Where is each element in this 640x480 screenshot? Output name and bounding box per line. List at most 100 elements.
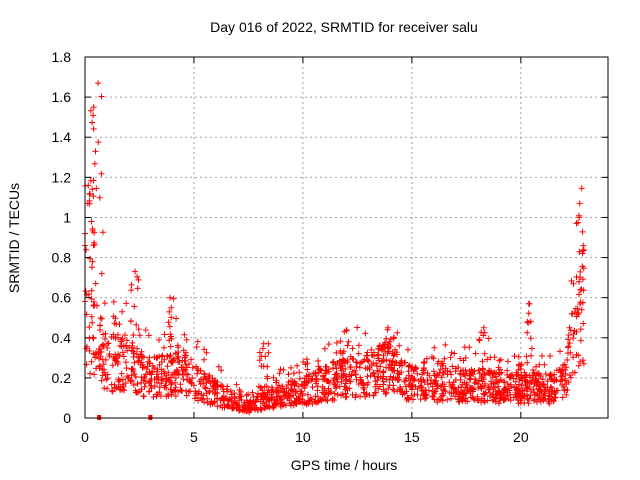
data-point — [302, 375, 308, 382]
data-point — [334, 391, 341, 398]
data-point — [262, 353, 269, 360]
data-point — [331, 390, 338, 397]
data-point — [395, 370, 402, 377]
data-point — [233, 381, 240, 388]
data-point — [206, 389, 213, 396]
data-point — [448, 349, 455, 356]
data-point — [578, 185, 585, 192]
data-point — [390, 335, 397, 342]
data-point — [368, 352, 375, 359]
data-point — [576, 214, 583, 221]
data-point — [315, 369, 322, 376]
data-point — [285, 381, 292, 388]
data-point — [119, 335, 126, 342]
data-point — [86, 190, 93, 197]
data-point — [524, 380, 531, 386]
data-point — [575, 352, 582, 359]
data-point — [550, 398, 557, 405]
data-point — [90, 104, 97, 111]
data-point — [446, 379, 453, 386]
data-point — [249, 389, 256, 396]
data-point — [408, 364, 415, 371]
data-point — [167, 331, 174, 338]
data-point — [544, 384, 551, 390]
data-point — [338, 378, 345, 385]
data-point — [82, 288, 89, 295]
data-point — [101, 385, 108, 392]
data-point — [464, 398, 471, 405]
tick-labels: 0 0.2 0.4 0.6 0.8 1 1.2 1.4 1.6 1.8 0 5 10 15 20 — [52, 49, 529, 445]
data-point — [197, 367, 204, 374]
data-point — [219, 404, 226, 411]
y-tick-label: 0 — [63, 410, 71, 426]
data-point — [332, 361, 339, 368]
data-point — [441, 355, 448, 362]
data-point — [217, 397, 224, 404]
data-point — [382, 390, 389, 397]
data-point — [135, 276, 142, 283]
data-point — [93, 351, 100, 358]
data-point — [506, 373, 513, 380]
data-point — [353, 359, 359, 366]
data-point — [343, 376, 350, 383]
data-point — [257, 384, 264, 391]
data-point — [182, 366, 189, 373]
data-point — [398, 357, 405, 364]
data-point — [300, 381, 306, 388]
data-point — [515, 367, 522, 373]
data-point — [361, 389, 368, 396]
data-point — [405, 368, 412, 375]
data-point — [122, 332, 128, 339]
y-axis-label: SRMTID / TECUs — [6, 183, 22, 293]
data-point — [185, 388, 192, 395]
data-point — [289, 378, 296, 384]
data-point — [123, 300, 130, 307]
data-point — [286, 397, 293, 404]
data-point — [256, 357, 263, 364]
data-point — [83, 246, 90, 253]
data-point — [266, 404, 273, 411]
data-point — [386, 361, 393, 368]
data-point — [521, 377, 528, 384]
data-point — [136, 332, 143, 339]
data-point — [95, 139, 102, 146]
data-point — [366, 364, 373, 371]
data-point — [579, 263, 586, 270]
data-point — [372, 389, 379, 396]
data-point — [133, 321, 140, 328]
data-point — [580, 320, 587, 327]
data-point — [394, 367, 401, 374]
data-point — [303, 379, 310, 385]
data-point — [415, 377, 422, 384]
data-point — [191, 382, 197, 389]
data-point — [201, 356, 207, 363]
data-point — [260, 363, 267, 370]
data-point — [345, 338, 352, 345]
data-point — [496, 370, 503, 377]
data-point — [362, 393, 369, 400]
data-point — [571, 369, 578, 376]
data-point — [380, 352, 387, 359]
data-point — [90, 112, 97, 119]
data-point — [313, 376, 320, 383]
data-point — [326, 379, 333, 386]
data-point — [168, 386, 175, 393]
data-point — [266, 403, 272, 410]
data-point — [565, 332, 572, 338]
data-point — [321, 385, 328, 392]
data-point — [285, 390, 292, 397]
data-point — [307, 395, 314, 402]
data-point — [524, 329, 531, 336]
data-point — [498, 391, 505, 398]
data-point — [295, 395, 302, 402]
data-point — [323, 370, 329, 377]
data-point — [134, 273, 141, 280]
data-point — [131, 303, 138, 310]
data-point — [111, 384, 118, 391]
data-point — [122, 380, 129, 387]
data-point — [91, 241, 98, 248]
x-axis-label: GPS time / hours — [291, 457, 398, 473]
data-point — [481, 329, 488, 336]
data-point — [129, 365, 136, 372]
data-point — [227, 387, 234, 394]
